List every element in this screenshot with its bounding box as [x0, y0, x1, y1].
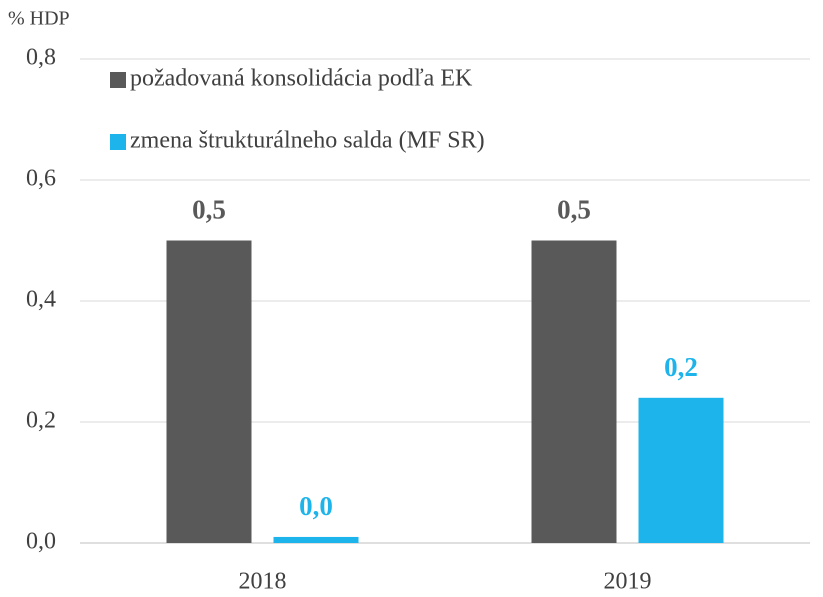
x-tick-label: 2018 [239, 569, 287, 595]
legend-swatch [110, 134, 126, 150]
y-tick-label: 0,6 [26, 166, 56, 192]
legend-label: zmena štrukturálneho salda (MF SR) [130, 128, 485, 154]
bar [273, 536, 359, 543]
y-tick-label: 0,0 [26, 529, 56, 555]
bar [166, 240, 252, 543]
y-tick-label: 0,4 [26, 287, 56, 313]
data-label: 0,5 [557, 195, 591, 225]
bar [531, 240, 617, 543]
y-axis-label: % HDP [8, 8, 70, 30]
x-tick-label: 2019 [604, 569, 652, 595]
legend-swatch [110, 72, 126, 88]
y-tick-label: 0,2 [26, 408, 56, 434]
y-tick-label: 0,8 [26, 45, 56, 71]
bar [638, 397, 724, 543]
data-label: 0,5 [192, 195, 226, 225]
data-label: 0,2 [664, 352, 698, 382]
legend-label: požadovaná konsolidácia podľa EK [130, 66, 473, 92]
data-label: 0,0 [299, 491, 333, 521]
